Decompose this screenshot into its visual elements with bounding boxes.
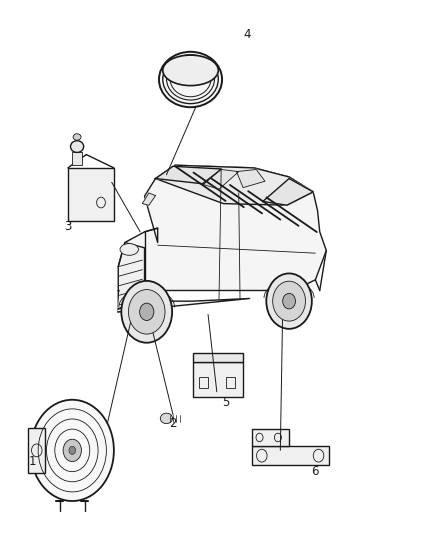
Polygon shape [155,166,221,184]
Ellipse shape [160,413,173,424]
Ellipse shape [120,244,138,255]
Bar [28,427,45,473]
Bar [193,353,243,362]
Ellipse shape [71,141,84,152]
Bar [199,377,208,389]
Bar [226,377,235,389]
Polygon shape [201,169,239,189]
Ellipse shape [163,55,218,86]
Circle shape [128,289,165,334]
Polygon shape [263,179,313,205]
Text: 6: 6 [311,465,319,478]
Polygon shape [155,165,313,205]
Circle shape [63,439,81,462]
Bar [72,152,82,165]
Ellipse shape [159,52,222,107]
Polygon shape [237,169,265,188]
Circle shape [140,303,154,320]
Circle shape [283,293,296,309]
Polygon shape [142,193,155,205]
Text: 5: 5 [222,396,229,409]
Circle shape [69,446,76,455]
Bar [252,446,328,465]
Bar [193,362,243,397]
Text: 2: 2 [169,417,177,430]
Ellipse shape [73,134,81,140]
Polygon shape [118,165,326,312]
Bar [68,168,114,221]
Circle shape [273,281,305,321]
Circle shape [31,400,114,501]
Text: 4: 4 [244,28,251,41]
Circle shape [121,281,172,343]
Polygon shape [118,243,145,312]
Text: 1: 1 [29,455,37,467]
Circle shape [266,273,312,329]
Text: 3: 3 [64,220,71,233]
Bar [252,429,289,446]
